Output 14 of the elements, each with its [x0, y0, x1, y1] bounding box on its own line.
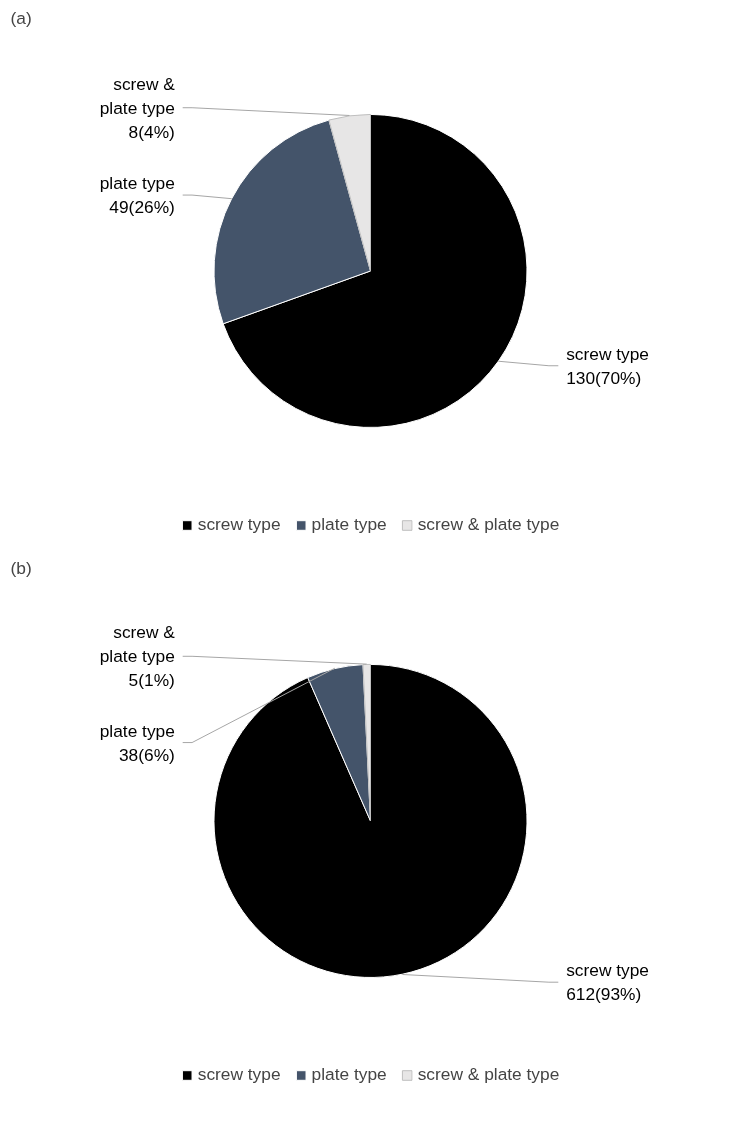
legend-label: plate type — [311, 514, 387, 535]
legend-label: screw & plate type — [417, 1064, 560, 1085]
legend-label: screw type — [197, 514, 281, 535]
chart-title: (a) — [10, 7, 32, 28]
data-label: screw & plate type 8(4%) — [99, 73, 176, 142]
data-label: screw type 612(93%) — [566, 960, 649, 1005]
data-label: screw type 130(70%) — [566, 343, 649, 388]
data-label: plate type 38(6%) — [99, 720, 175, 765]
chart-title: (b) — [10, 557, 32, 578]
data-label: screw & plate type 5(1%) — [99, 622, 176, 691]
legend-label: screw type — [197, 1064, 281, 1085]
data-label: plate type 49(26%) — [99, 173, 175, 218]
legend-label: plate type — [311, 1064, 387, 1085]
legend-label: screw & plate type — [417, 514, 560, 535]
